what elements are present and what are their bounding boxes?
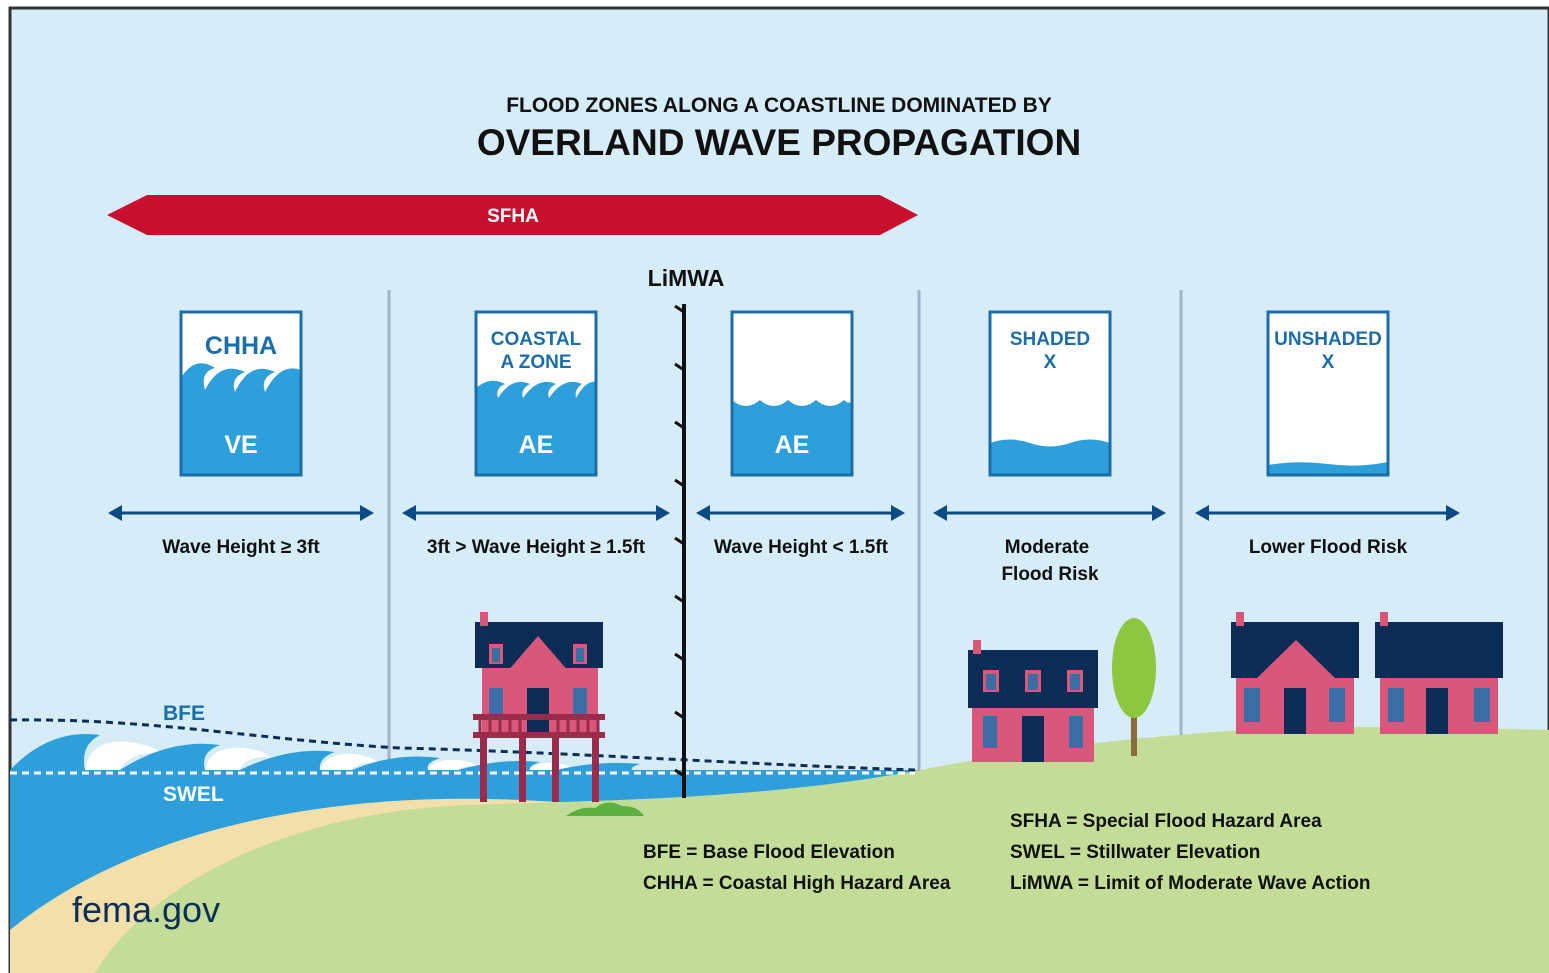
zone-1-code: VE xyxy=(224,431,257,459)
grass-land xyxy=(95,727,1549,973)
zone-4-range-line2: Flood Risk xyxy=(1001,564,1099,585)
bush xyxy=(566,802,644,816)
legend-bfe: BFE = Base Flood Elevation xyxy=(643,842,895,863)
diagram-title: OVERLAND WAVE PROPAGATION xyxy=(477,122,1081,163)
zone-box-coastal-a-ae: COASTAL A ZONE AE xyxy=(474,310,598,477)
zone-3-code: AE xyxy=(775,431,810,459)
zone-box-ae: AE xyxy=(730,310,854,477)
zone-3-range: Wave Height < 1.5ft xyxy=(714,537,889,558)
shaded-x-house xyxy=(968,640,1098,762)
zone-5-range: Lower Flood Risk xyxy=(1249,537,1408,558)
zone-4-range-line1: Moderate xyxy=(1005,537,1089,558)
zone-5-title-line2: X xyxy=(1322,352,1335,373)
zone-box-unshaded-x: UNSHADED X xyxy=(1266,310,1390,477)
breaking-waves xyxy=(10,734,640,770)
frame-border xyxy=(8,6,1549,973)
limwa-line xyxy=(674,304,686,798)
legend-sfha: SFHA = Special Flood Hazard Area xyxy=(1010,811,1322,832)
elevated-house xyxy=(473,612,605,802)
unshaded-x-house-1 xyxy=(1231,612,1359,734)
zone-1-title: CHHA xyxy=(205,332,277,360)
source-label: fema.gov xyxy=(72,889,220,930)
zone-1-range: Wave Height ≥ 3ft xyxy=(162,537,320,558)
limwa-label: LiMWA xyxy=(648,265,725,291)
zone-4-title-line2: X xyxy=(1044,352,1057,373)
legend-swel: SWEL = Stillwater Elevation xyxy=(1010,842,1260,863)
zone-5-title-line1: UNSHADED xyxy=(1274,329,1382,350)
sfha-arrow-label: SFHA xyxy=(487,206,539,227)
legend-chha: CHHA = Coastal High Hazard Area xyxy=(643,873,951,894)
bfe-label: BFE xyxy=(163,702,205,725)
zone-2-code: AE xyxy=(519,431,554,459)
zone-2-title-line2: A ZONE xyxy=(500,352,571,373)
diagram-subtitle: FLOOD ZONES ALONG A COASTLINE DOMINATED … xyxy=(506,94,1052,117)
zone-2-range: 3ft > Wave Height ≥ 1.5ft xyxy=(427,537,646,558)
sfha-arrow xyxy=(107,195,918,235)
unshaded-x-house-2 xyxy=(1375,612,1503,734)
legend-limwa: LiMWA = Limit of Moderate Wave Action xyxy=(1010,873,1371,894)
zone-2-title-line1: COASTAL xyxy=(491,329,582,350)
zone-box-chha-ve: CHHA VE xyxy=(179,310,303,477)
zone-4-title-line1: SHADED xyxy=(1010,329,1090,350)
tree xyxy=(1112,618,1156,756)
range-arrows xyxy=(108,505,1460,521)
swel-label: SWEL xyxy=(163,783,224,806)
zone-box-shaded-x: SHADED X xyxy=(988,310,1112,477)
bfe-line xyxy=(9,718,916,772)
